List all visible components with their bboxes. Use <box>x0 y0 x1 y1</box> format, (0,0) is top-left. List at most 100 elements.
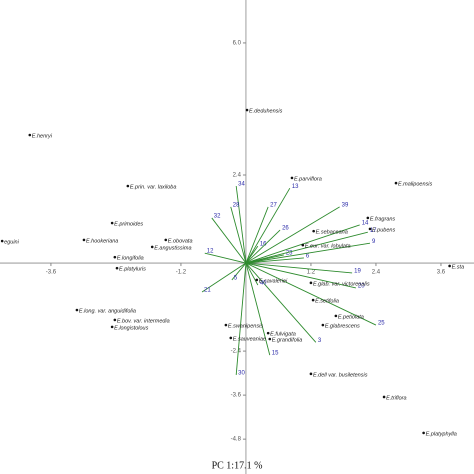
loading-arrow <box>231 262 247 281</box>
point <box>311 298 315 302</box>
loading-label: 16 <box>260 242 267 248</box>
loading-label: 34 <box>238 182 245 188</box>
point-label: E.sauveaniae <box>233 336 266 342</box>
loading-arrow <box>245 206 269 264</box>
point <box>0 239 4 243</box>
point <box>290 176 294 180</box>
loading-label: 15 <box>272 351 279 357</box>
loading-label: 40 <box>260 281 267 287</box>
loading-arrow <box>245 242 371 264</box>
point-label: E.long. var. anguidifolia <box>79 308 136 314</box>
x-tick-label: 1.2 <box>307 270 316 276</box>
point <box>28 133 32 137</box>
loading-label: 6 <box>306 253 310 259</box>
point-label: E.fragrans <box>370 216 396 222</box>
point <box>394 181 398 185</box>
point-label: E.platyphylla <box>426 431 457 437</box>
loading-label: 21 <box>204 288 211 294</box>
point-label: E.angustissima <box>154 245 191 251</box>
point-label: E.primoides <box>114 222 143 228</box>
loading-arrow <box>245 262 357 289</box>
x-tick-label: 2.4 <box>372 270 381 276</box>
point <box>113 318 117 322</box>
point <box>309 281 313 285</box>
loading-arrow <box>245 229 281 264</box>
loading-label: 39 <box>342 202 349 208</box>
y-tick-label: 6.0 <box>233 41 242 47</box>
point <box>82 238 86 242</box>
point <box>321 323 325 327</box>
loading-arrow <box>245 262 271 356</box>
point-label: E.grandifolia <box>272 337 303 343</box>
y-tick-label: 2.4 <box>233 173 242 179</box>
point-label: E.eur. var. lobulata <box>305 244 351 250</box>
point <box>126 184 130 188</box>
point <box>245 108 249 112</box>
y-tick-label: -3.6 <box>231 393 242 399</box>
point-label: E.platyluris <box>119 267 146 273</box>
point <box>268 337 272 341</box>
loading-arrow <box>204 252 247 264</box>
loading-label: 28 <box>233 202 240 208</box>
point <box>382 395 386 399</box>
loading-arrow <box>245 206 340 264</box>
loading-arrow <box>211 217 247 264</box>
point-label: E.longistolous <box>114 325 148 331</box>
loading-label: 26 <box>282 226 289 232</box>
point-label: eguini <box>4 239 19 245</box>
point-label: E.triflora <box>386 395 406 401</box>
point-label: E.swanipensis <box>228 324 263 330</box>
point-label: E.sebaceana <box>316 230 348 236</box>
point <box>312 229 315 233</box>
point <box>422 431 425 435</box>
x-tick-label: -1.2 <box>176 270 187 276</box>
loading-arrow <box>201 262 247 293</box>
point-label: E.malipoensis <box>398 182 432 188</box>
point <box>150 245 154 249</box>
loading-label: 32 <box>214 214 221 220</box>
loading-arrow <box>235 263 247 375</box>
loading-arrow <box>245 262 353 274</box>
loading-arrow <box>245 262 377 326</box>
point-label: E.longifolia <box>117 256 144 262</box>
point-label: E.henryi <box>32 133 53 139</box>
loading-label: 13 <box>292 184 299 190</box>
point <box>110 221 114 225</box>
point-label: E.obovata <box>168 238 193 244</box>
loading-arrow <box>245 231 368 264</box>
point <box>113 255 117 259</box>
y-tick-label: -4.8 <box>231 437 242 443</box>
loading-label: 30 <box>238 371 245 377</box>
point <box>301 243 305 247</box>
loading-label: 20 <box>358 284 365 290</box>
point <box>366 216 370 220</box>
point <box>224 323 228 327</box>
loading-arrow <box>245 262 259 286</box>
point-label: E.deduhensis <box>249 109 283 115</box>
loading-label: 5 <box>234 276 238 282</box>
point <box>448 264 451 268</box>
loading-label: 3 <box>318 338 322 344</box>
point-label: E.sta <box>452 264 465 270</box>
x-axis-label: PC 1:17.1 % <box>212 460 263 471</box>
point-label: E.cavaleriei <box>259 278 288 284</box>
point-label: E.glabrescens <box>325 324 360 330</box>
point-label: E.hookeriana <box>86 238 118 244</box>
loading-arrow <box>245 257 304 264</box>
point <box>368 227 372 231</box>
point <box>110 325 114 329</box>
loading-label: 14 <box>362 220 369 226</box>
point <box>164 238 168 242</box>
point <box>334 314 338 318</box>
loading-arrow <box>245 262 317 343</box>
point-label: E.petiolata <box>338 314 364 320</box>
loading-label: 17 <box>370 228 377 234</box>
point-label: E.bov. var. intermedia <box>117 318 170 324</box>
loading-arrow <box>230 206 247 264</box>
point <box>115 266 119 270</box>
point <box>266 331 270 335</box>
point-label: E.glab. var. victorenalis <box>313 281 370 287</box>
point <box>229 336 233 340</box>
point-label: E.setifolia <box>315 299 339 305</box>
